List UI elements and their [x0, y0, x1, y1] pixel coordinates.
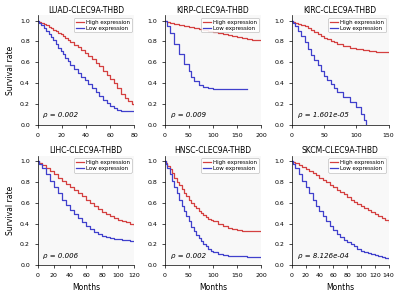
Title: HNSC-CLEC9A-THBD: HNSC-CLEC9A-THBD — [174, 146, 252, 155]
Title: KIRP-CLEC9A-THBD: KIRP-CLEC9A-THBD — [177, 6, 250, 15]
Legend: High expression, Low expression: High expression, Low expression — [74, 18, 132, 32]
Text: ρ = 0.009: ρ = 0.009 — [170, 112, 206, 118]
Legend: High expression, Low expression: High expression, Low expression — [328, 18, 386, 32]
X-axis label: Months: Months — [72, 283, 100, 292]
Title: SKCM-CLEC9A-THBD: SKCM-CLEC9A-THBD — [302, 146, 379, 155]
Text: ρ = 8.126e-04: ρ = 8.126e-04 — [298, 253, 348, 259]
Text: ρ = 0.006: ρ = 0.006 — [44, 253, 78, 259]
Title: LUAD-CLEC9A-THBD: LUAD-CLEC9A-THBD — [48, 6, 124, 15]
X-axis label: Months: Months — [199, 283, 227, 292]
X-axis label: Months: Months — [326, 283, 354, 292]
Legend: High expression, Low expression: High expression, Low expression — [201, 159, 259, 173]
Legend: High expression, Low expression: High expression, Low expression — [201, 18, 259, 32]
Title: LIHC-CLEC9A-THBD: LIHC-CLEC9A-THBD — [50, 146, 122, 155]
Legend: High expression, Low expression: High expression, Low expression — [328, 159, 386, 173]
Text: ρ = 0.002: ρ = 0.002 — [44, 112, 78, 118]
Text: ρ = 0.002: ρ = 0.002 — [170, 253, 206, 259]
Y-axis label: Survival rate: Survival rate — [6, 186, 14, 235]
Legend: High expression, Low expression: High expression, Low expression — [74, 159, 132, 173]
Text: ρ = 1.601e-05: ρ = 1.601e-05 — [298, 112, 348, 118]
Y-axis label: Survival rate: Survival rate — [6, 46, 14, 95]
Title: KIRC-CLEC9A-THBD: KIRC-CLEC9A-THBD — [304, 6, 377, 15]
